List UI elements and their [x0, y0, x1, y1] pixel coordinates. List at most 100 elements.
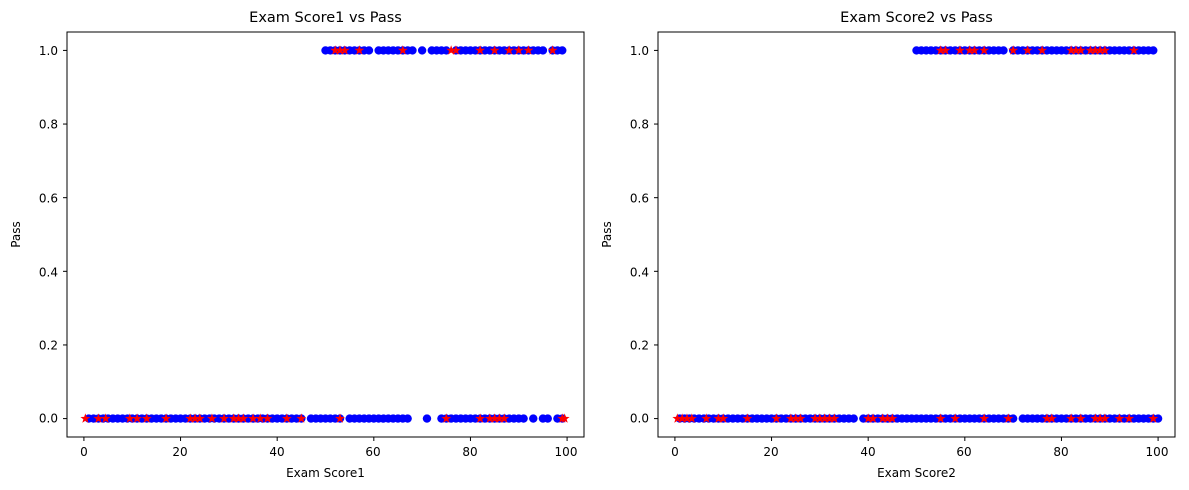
chart-1-x-ticks: 0 20 40 60 80 100: [80, 445, 577, 459]
chart-1-ytick-label: 0.8: [39, 118, 58, 132]
chart-2-point-star: [713, 413, 724, 423]
chart-2-x-axis-label: Exam Score2: [877, 466, 956, 480]
chart-1-point-star: [494, 413, 505, 423]
chart-2-ytick-label: 0.0: [630, 412, 649, 426]
chart-1-point-star: [504, 45, 515, 55]
chart-1-point-star: [489, 45, 500, 55]
chart-1-point-star: [80, 413, 91, 423]
chart-1-xtick-label: 100: [555, 445, 578, 459]
chart-2-point-star: [1075, 45, 1086, 55]
chart-2-ytick-label: 0.4: [630, 266, 649, 280]
chart-1-point-star: [124, 413, 135, 423]
chart-2-point-circle: [1153, 414, 1163, 423]
chart-2-point-star: [771, 413, 782, 423]
chart-2-point-star: [868, 413, 878, 423]
chart-1-point-circle: [543, 414, 552, 423]
chart-1-point-star: [499, 413, 510, 423]
chart-2-point-star: [1114, 413, 1125, 423]
chart-1-point-circle: [529, 414, 538, 423]
chart-1-point-star: [559, 413, 570, 423]
chart-1-point-star: [190, 413, 200, 423]
chart-2-point-star: [882, 413, 893, 423]
chart-2-point-star: [969, 45, 980, 55]
chart-2-point-star: [1095, 45, 1106, 55]
chart-1-point-circle: [422, 414, 432, 423]
chart-1-y-axis-label: Pass: [9, 221, 23, 248]
chart-2-xtick-label: 60: [956, 445, 971, 459]
chart-2-ytick-label: 0.8: [630, 118, 649, 132]
chart-2-point-star: [935, 45, 946, 55]
chart-panel-2: Exam Score2 vs Pass 0.0 0.2 0.4 0.6 0.8 …: [600, 10, 1176, 480]
chart-2-point-star: [701, 413, 712, 423]
chart-1-point-star: [194, 413, 205, 423]
chart-2-point-circle: [849, 414, 858, 423]
chart-1-point-star: [281, 413, 292, 423]
chart-1-point-star: [446, 45, 457, 55]
chart-2-point-star: [785, 413, 796, 423]
chart-1-point-star: [441, 413, 452, 423]
chart-2-point-star: [964, 45, 975, 55]
chart-1-point-star: [330, 45, 341, 55]
chart-2-point-star: [810, 413, 820, 423]
chart-2-point-circle: [999, 46, 1008, 55]
chart-1-point-star: [238, 413, 249, 423]
chart-2-point-star: [790, 413, 801, 423]
chart-2-point-star: [887, 413, 898, 423]
chart-1-point-star: [93, 413, 104, 423]
chart-1-point-circle: [403, 414, 412, 423]
chart-2-point-star: [814, 413, 825, 423]
chart-2-point-star: [940, 45, 951, 55]
chart-2-point-star: [1022, 45, 1033, 55]
chart-1-point-star: [475, 413, 486, 423]
chart-2-y-ticks: 0.0 0.2 0.4 0.6 0.8 1.0: [630, 44, 649, 426]
chart-2-point-star: [1124, 413, 1135, 423]
chart-2-point-star: [1037, 45, 1048, 55]
chart-1-point-star: [233, 413, 244, 423]
chart-1-ytick-label: 0.0: [39, 412, 58, 426]
chart-2-plot-area: [657, 31, 1176, 438]
chart-2-ytick-label: 0.2: [630, 339, 649, 353]
chart-1-point-star: [255, 413, 266, 423]
chart-1-point-star: [484, 413, 495, 423]
chart-2-point-star: [795, 413, 806, 423]
chart-1-point-circle: [558, 46, 567, 55]
chart-2-point-star: [1099, 413, 1110, 423]
chart-1-points: [80, 45, 570, 423]
chart-1-point-star: [262, 413, 273, 423]
chart-2-point-star: [1071, 45, 1081, 55]
chart-1-point-circle: [364, 46, 374, 55]
chart-2-point-star: [718, 413, 729, 423]
chart-1-plot-area: [66, 31, 585, 438]
chart-2-point-star: [1042, 413, 1052, 423]
chart-1-point-star: [219, 413, 229, 423]
chart-1-point-star: [141, 413, 152, 423]
chart-2-point-star: [1066, 45, 1077, 55]
chart-2-point-star: [1090, 45, 1101, 55]
chart-1-point-star: [451, 45, 461, 55]
chart-1-point-star: [228, 413, 239, 423]
chart-2-point-star: [1128, 45, 1139, 55]
chart-2-xtick-label: 100: [1146, 445, 1169, 459]
chart-2-xtick-label: 40: [860, 445, 875, 459]
chart-2-point-star: [979, 45, 990, 55]
chart-2-point-star: [1008, 45, 1019, 55]
chart-1-point-star: [354, 45, 365, 55]
chart-1-xtick-label: 60: [365, 445, 380, 459]
chart-1-x-axis-label: Exam Score1: [286, 466, 365, 480]
chart-2-tick-marks: [654, 49, 1159, 441]
chart-1-point-star: [489, 413, 500, 423]
chart-2-point-star: [829, 413, 840, 423]
chart-2-point-circle: [1149, 46, 1158, 55]
chart-1-point-star: [248, 413, 258, 423]
chart-1-point-star: [335, 45, 345, 55]
chart-2-point-star: [979, 413, 990, 423]
chart-2-point-star: [1066, 413, 1077, 423]
chart-1-xtick-label: 0: [80, 445, 88, 459]
chart-1-point-star: [132, 413, 143, 423]
chart-2-point-star: [682, 413, 692, 423]
chart-2-point-star: [1099, 45, 1110, 55]
chart-2-point-star: [819, 413, 830, 423]
chart-1-point-star: [296, 413, 307, 423]
chart-2-point-star: [950, 413, 961, 423]
